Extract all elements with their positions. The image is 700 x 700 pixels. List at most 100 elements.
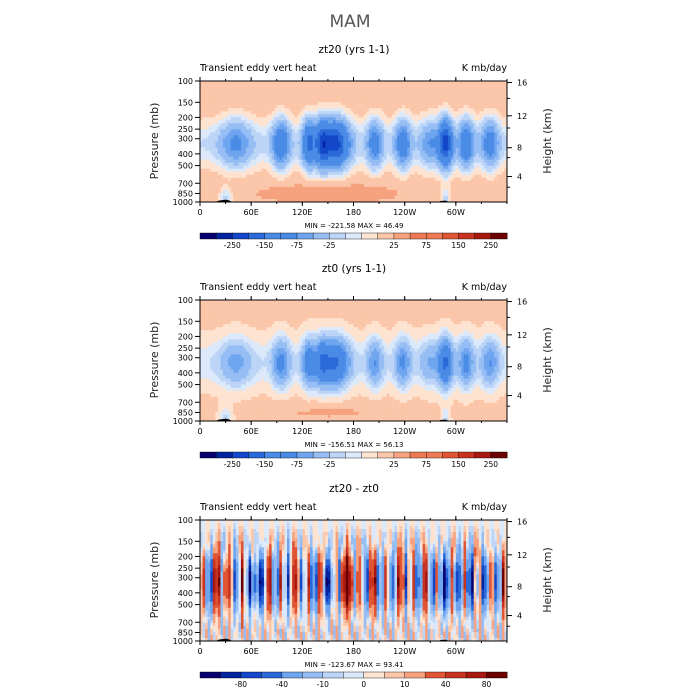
- contour-cell: [312, 108, 316, 112]
- contour-cell: [320, 162, 324, 167]
- contour-cell: [335, 87, 339, 91]
- contour-cell: [476, 168, 480, 173]
- contour-cell: [350, 183, 354, 188]
- contour-cell: [399, 141, 403, 145]
- contour-cell: [384, 108, 388, 112]
- contour-cell: [366, 126, 370, 130]
- contour-cell: [368, 174, 372, 179]
- contour-cell: [240, 84, 244, 88]
- contour-cell: [263, 168, 267, 173]
- contour-cell: [294, 105, 298, 109]
- contour-cell: [210, 177, 214, 182]
- contour-cell: [315, 189, 319, 194]
- contour-cell: [325, 87, 329, 91]
- contour-cell: [368, 138, 372, 142]
- contour-cell: [386, 183, 390, 188]
- contour-cell: [417, 165, 421, 170]
- contour-cell: [496, 84, 500, 88]
- contour-cell: [379, 195, 383, 200]
- contour-cell: [340, 195, 344, 200]
- contour-cell: [407, 180, 411, 185]
- contour-cell: [289, 162, 293, 167]
- contour-cell: [327, 108, 331, 112]
- contour-cell: [210, 192, 214, 197]
- contour-cell: [274, 132, 278, 136]
- contour-cell: [320, 81, 324, 85]
- contour-cell: [437, 186, 441, 191]
- contour-cell: [215, 120, 219, 124]
- contour-cell: [402, 174, 406, 179]
- contour-cell: [223, 168, 226, 173]
- contour-cell: [391, 162, 395, 167]
- contour-cell: [210, 135, 214, 139]
- contour-cell: [437, 108, 441, 112]
- contour-cell: [340, 162, 344, 167]
- contour-cell: [327, 114, 331, 118]
- contour-cell: [256, 144, 260, 148]
- contour-cell: [240, 183, 244, 188]
- contour-cell: [384, 129, 388, 133]
- contour-cell: [396, 132, 400, 136]
- contour-cell: [417, 156, 421, 161]
- contour-cell: [289, 300, 293, 304]
- contour-cell: [379, 183, 383, 188]
- contour-cell: [499, 162, 503, 167]
- contour-cell: [448, 198, 452, 203]
- contour-cell: [371, 177, 375, 182]
- contour-cell: [281, 192, 285, 197]
- contour-cell: [476, 183, 480, 188]
- contour-cell: [471, 99, 475, 103]
- contour-cell: [381, 195, 385, 200]
- contour-cell: [468, 195, 472, 200]
- contour-cell: [202, 138, 206, 142]
- contour-cell: [238, 90, 242, 94]
- contour-cell: [460, 162, 464, 167]
- contour-cell: [437, 168, 441, 173]
- contour-cell: [350, 159, 354, 164]
- contour-cell: [225, 114, 229, 118]
- contour-cell: [478, 192, 482, 197]
- contour-cell: [496, 117, 500, 121]
- contour-cell: [350, 186, 354, 191]
- contour-cell: [353, 189, 357, 194]
- contour-cell: [481, 189, 485, 194]
- contour-cell: [307, 120, 311, 124]
- contour-cell: [496, 156, 500, 161]
- contour-cell: [432, 93, 436, 97]
- contour-cell: [381, 99, 385, 103]
- contour-cell: [320, 153, 324, 158]
- contour-cell: [407, 90, 411, 94]
- contour-cell: [350, 114, 354, 118]
- contour-cell: [358, 105, 362, 109]
- contour-cell: [253, 156, 257, 161]
- contour-cell: [491, 90, 495, 94]
- contour-cell: [350, 93, 354, 97]
- contour-cell: [432, 105, 436, 109]
- contour-cell: [504, 120, 508, 124]
- contour-cell: [284, 96, 288, 100]
- contour-cell: [248, 102, 252, 106]
- contour-cell: [381, 129, 385, 133]
- contour-cell: [210, 144, 214, 148]
- contour-cell: [483, 174, 487, 179]
- contour-cell: [363, 120, 367, 124]
- contour-cell: [233, 99, 237, 103]
- contour-cell: [251, 117, 255, 121]
- contour-cell: [225, 93, 229, 97]
- contour-cell: [409, 87, 413, 91]
- contour-cell: [396, 189, 400, 194]
- contour-cell: [271, 180, 275, 185]
- contour-cell: [312, 156, 316, 161]
- contour-cell: [356, 111, 360, 115]
- contour-cell: [217, 123, 221, 127]
- contour-cell: [315, 114, 319, 118]
- contour-cell: [396, 195, 400, 200]
- contour-cell: [435, 99, 439, 103]
- contour-cell: [448, 153, 452, 158]
- contour-cell: [437, 117, 441, 121]
- contour-cell: [432, 192, 436, 197]
- contour-cell: [210, 156, 214, 161]
- contour-cell: [460, 87, 464, 91]
- contour-cell: [420, 141, 423, 145]
- contour-cell: [471, 189, 475, 194]
